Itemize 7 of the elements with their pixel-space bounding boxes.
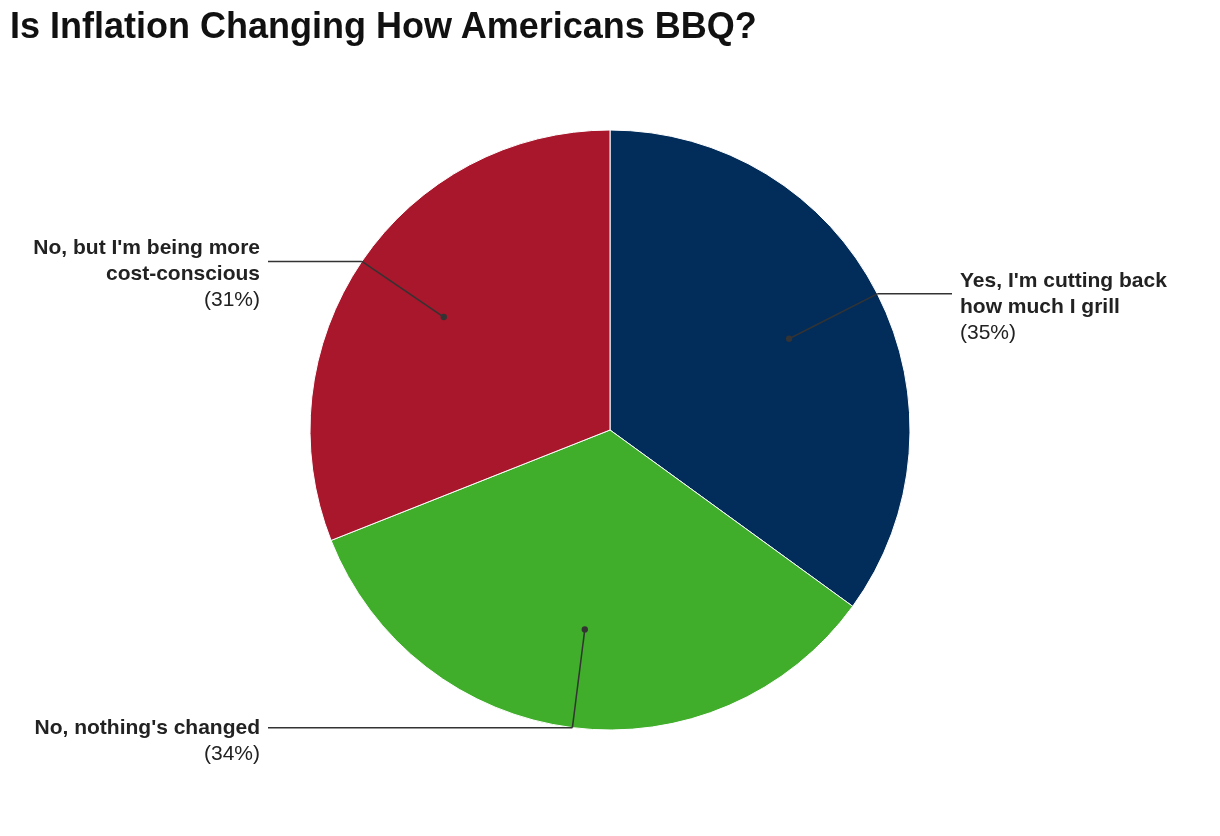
- slice-label: No, nothing's changed: [34, 714, 260, 738]
- chart-title: Is Inflation Changing How Americans BBQ?: [10, 5, 757, 46]
- data-label: (35%): [960, 319, 1017, 343]
- data-label: (34%): [203, 740, 260, 764]
- data-label: (31%): [203, 287, 260, 311]
- slice-label: No, but I'm being more cost-conscious: [33, 235, 260, 285]
- slice-label: Yes, I'm cutting back how much I grill: [960, 267, 1168, 317]
